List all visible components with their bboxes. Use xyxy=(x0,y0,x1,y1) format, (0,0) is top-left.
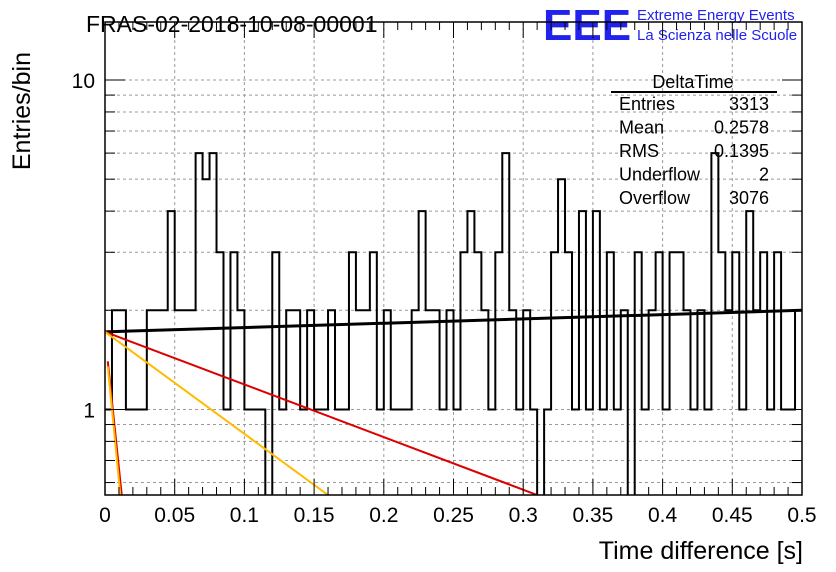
x-tick-label: 0 xyxy=(99,504,111,527)
stats-label: Entries xyxy=(619,94,675,114)
logo-line-1: Extreme Energy Events xyxy=(637,7,795,24)
x-tick-label: 0.25 xyxy=(433,504,474,527)
stats-label: Mean xyxy=(619,118,664,138)
x-tick-label: 0.5 xyxy=(787,504,816,527)
x-tick-label: 0.05 xyxy=(154,504,195,527)
stats-value: 3313 xyxy=(729,94,769,114)
x-tick-label: 0.15 xyxy=(294,504,335,527)
fit-line xyxy=(106,366,122,495)
stats-label: Overflow xyxy=(619,188,691,208)
stats-value: 0.2578 xyxy=(714,118,769,138)
x-tick-label: 0.35 xyxy=(572,504,613,527)
x-tick-label: 0.3 xyxy=(509,504,538,527)
logo-text: EEE xyxy=(543,1,631,50)
stats-box: DeltaTime Entries 3313 Mean 0.2578 RMS 0.1395… xyxy=(611,72,777,208)
plot-title: FRAS-02-2018-10-08-00001 xyxy=(86,11,378,37)
histogram-step xyxy=(105,152,802,495)
stats-value: 2 xyxy=(759,165,769,185)
histogram-series xyxy=(105,152,802,495)
fit-line xyxy=(105,330,538,495)
stats-name: DeltaTime xyxy=(652,72,733,92)
fit-line xyxy=(105,331,329,495)
x-tick-label: 0.45 xyxy=(712,504,753,527)
stats-label: RMS xyxy=(619,141,659,161)
logo-line-2: La Scienza nelle Scuole xyxy=(637,27,797,44)
x-tick-label: 0.1 xyxy=(230,504,259,527)
x-axis-label: Time difference [s] xyxy=(599,537,803,565)
y-tick-label: 10 xyxy=(72,70,95,93)
x-tick-label: 0.4 xyxy=(648,504,678,527)
stats-rows: Entries 3313 Mean 0.2578 RMS 0.1395 Underflow 2… xyxy=(619,94,769,208)
x-tick-label: 0.2 xyxy=(369,504,398,527)
stats-value: 0.1395 xyxy=(714,141,769,161)
axes: 0 0.05 0.1 0.15 0.2 0.25 0.3 0.35 0.4 0.45 0.5 1 10 xyxy=(72,21,817,527)
grid xyxy=(105,22,802,495)
fit-lines xyxy=(105,308,802,495)
y-axis-label: Entries/bin xyxy=(8,52,36,170)
stats-value: 3076 xyxy=(729,188,769,208)
y-tick-label: 1 xyxy=(83,399,95,422)
eee-logo: EEE Extreme Energy Events La Scienza nel… xyxy=(543,1,797,50)
fit-line xyxy=(105,308,802,334)
stats-label: Underflow xyxy=(619,165,701,185)
